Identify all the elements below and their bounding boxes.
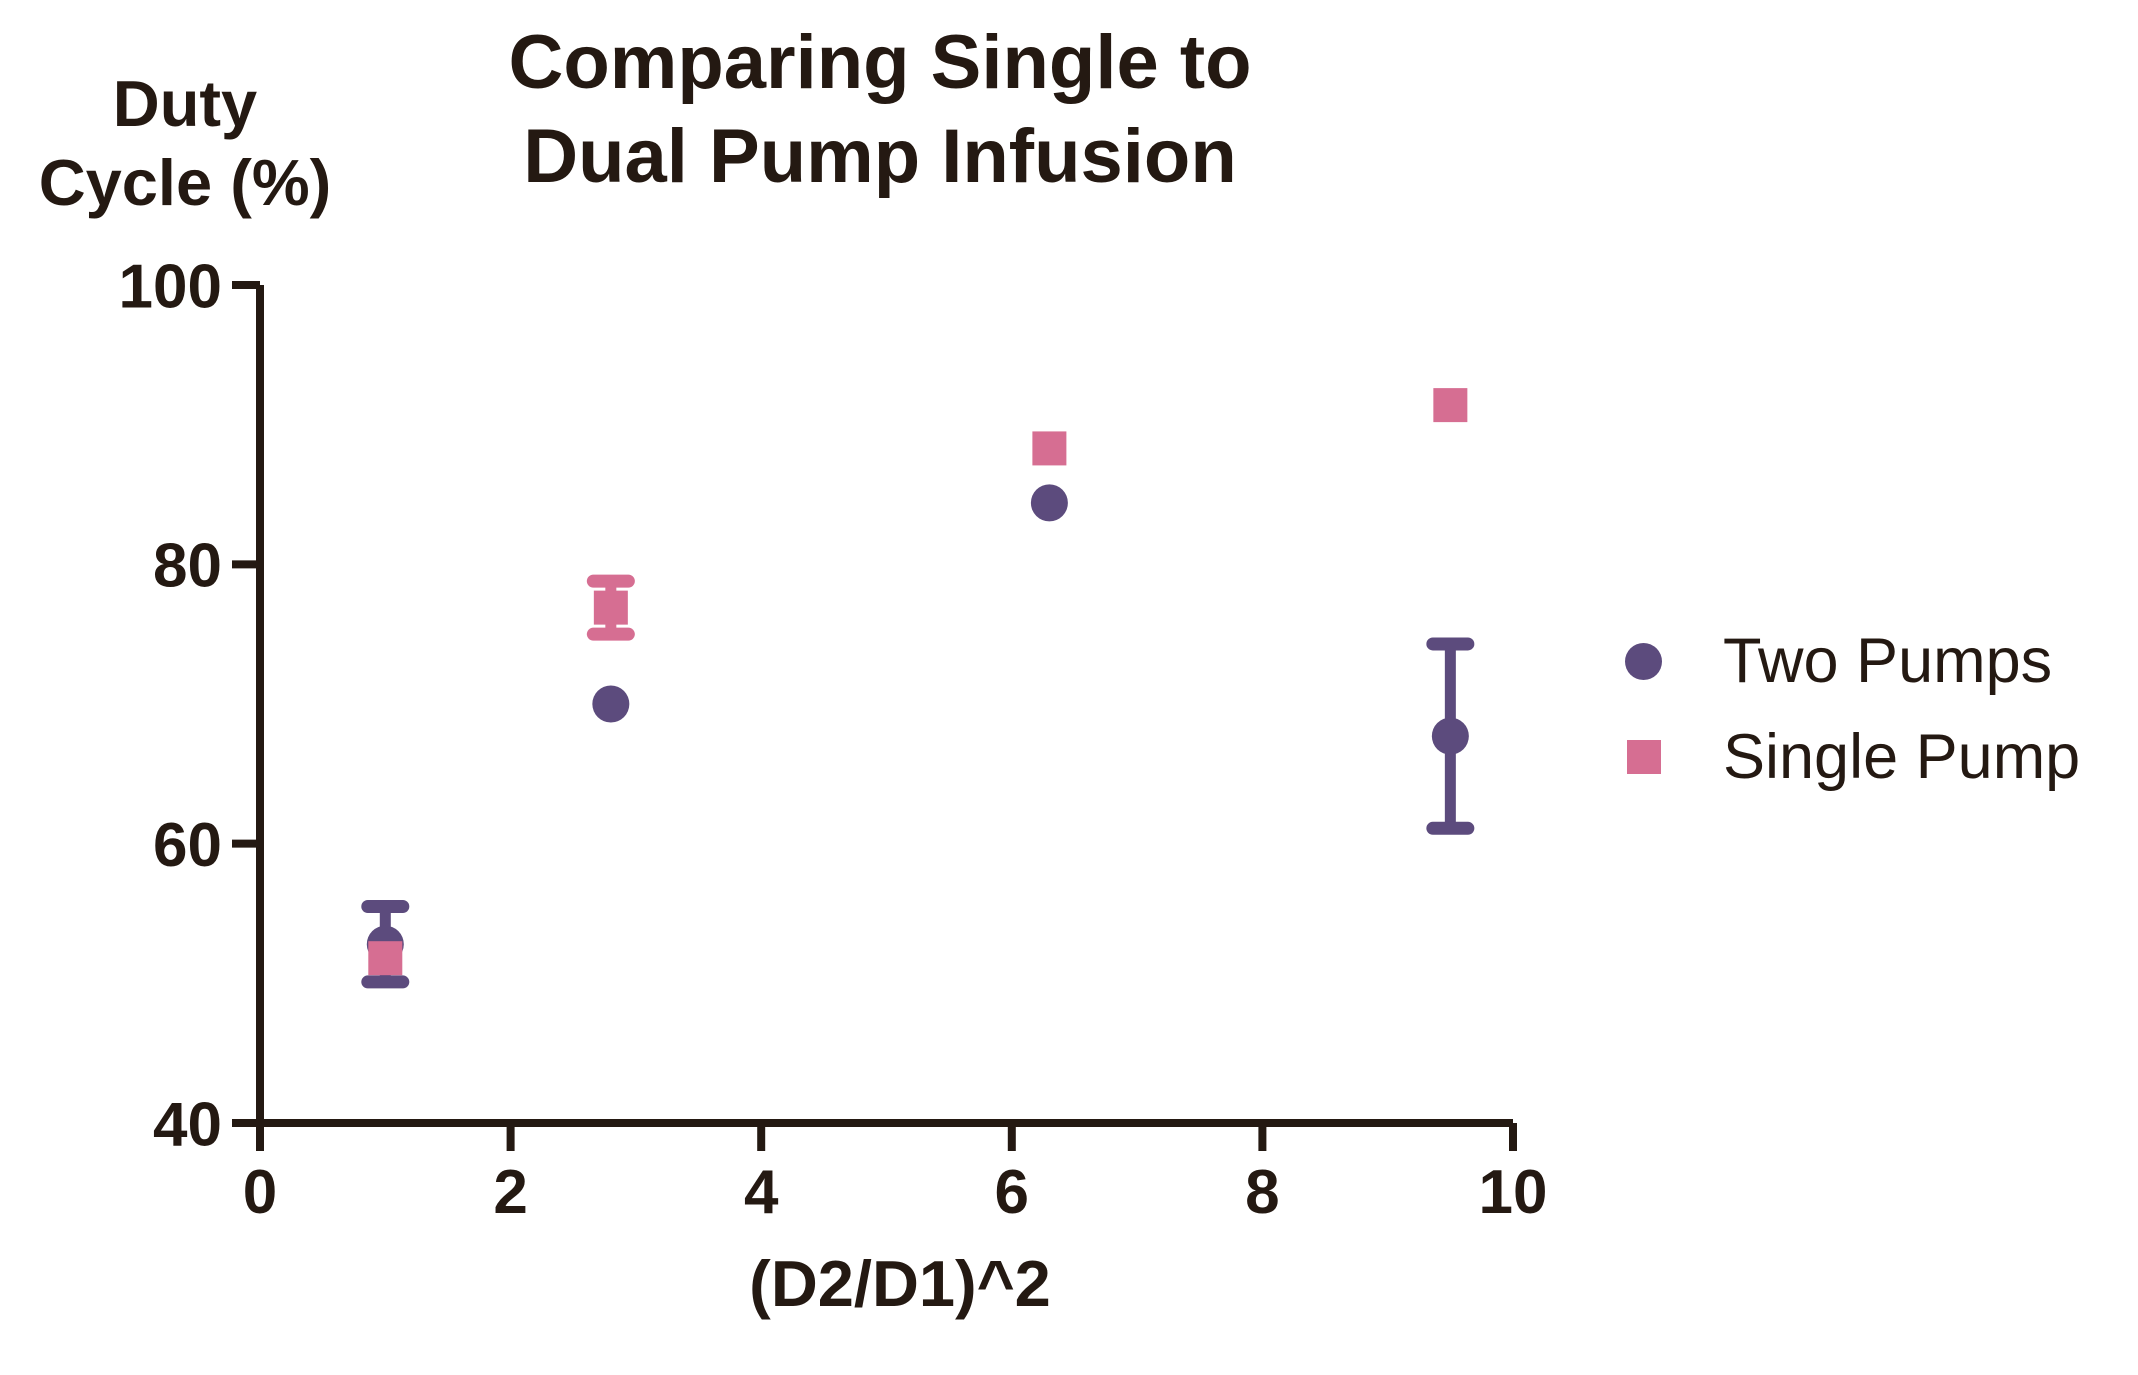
x-tick-label: 8 bbox=[1245, 1158, 1279, 1227]
y-axis-label-line2: Cycle (%) bbox=[38, 146, 332, 219]
legend-item-single-pump: Single Pump bbox=[1606, 720, 2080, 794]
x-axis-label: (D2/D1)^2 bbox=[749, 1247, 1051, 1320]
legend-marker-box bbox=[1606, 720, 1681, 794]
two-pumps-circle-icon bbox=[1625, 642, 1662, 680]
y-axis-label: Duty Cycle (%) bbox=[18, 64, 352, 222]
legend-label-single-pump: Single Pump bbox=[1723, 722, 2081, 792]
error-bar-cap bbox=[586, 627, 635, 641]
legend-item-two-pumps: Two Pumps bbox=[1606, 624, 2052, 698]
data-point-circle bbox=[1431, 717, 1469, 755]
x-tick-label: 4 bbox=[744, 1158, 779, 1227]
error-bar-cap bbox=[1426, 637, 1475, 651]
x-tick-label: 0 bbox=[243, 1158, 277, 1227]
legend-label-two-pumps: Two Pumps bbox=[1723, 626, 2053, 696]
data-point-square bbox=[368, 941, 403, 976]
y-tick-label: 60 bbox=[153, 811, 222, 880]
single-pump-square-icon bbox=[1626, 740, 1661, 774]
error-bar-cap bbox=[361, 975, 410, 989]
y-axis-label-line1: Duty bbox=[112, 67, 258, 140]
error-bar-cap bbox=[361, 900, 410, 914]
data-point-square bbox=[593, 590, 628, 625]
chart-title: Comparing Single to Dual Pump Infusion bbox=[380, 16, 1380, 204]
x-tick-label: 10 bbox=[1479, 1158, 1548, 1227]
y-tick-label: 80 bbox=[153, 532, 222, 601]
data-point-square bbox=[1433, 388, 1468, 423]
legend-marker-box bbox=[1606, 624, 1681, 698]
data-point-circle bbox=[1030, 484, 1068, 522]
x-tick-label: 6 bbox=[995, 1158, 1029, 1227]
error-bar-cap bbox=[586, 574, 635, 588]
data-point-square bbox=[1032, 431, 1067, 466]
data-point-circle bbox=[592, 685, 630, 723]
y-tick-label: 100 bbox=[119, 252, 222, 321]
y-tick-label: 40 bbox=[153, 1090, 222, 1159]
chart-title-line1: Comparing Single to bbox=[508, 20, 1252, 105]
chart-title-line2: Dual Pump Infusion bbox=[523, 114, 1237, 199]
x-tick-label: 2 bbox=[493, 1158, 527, 1227]
error-bar-cap bbox=[1426, 821, 1475, 835]
